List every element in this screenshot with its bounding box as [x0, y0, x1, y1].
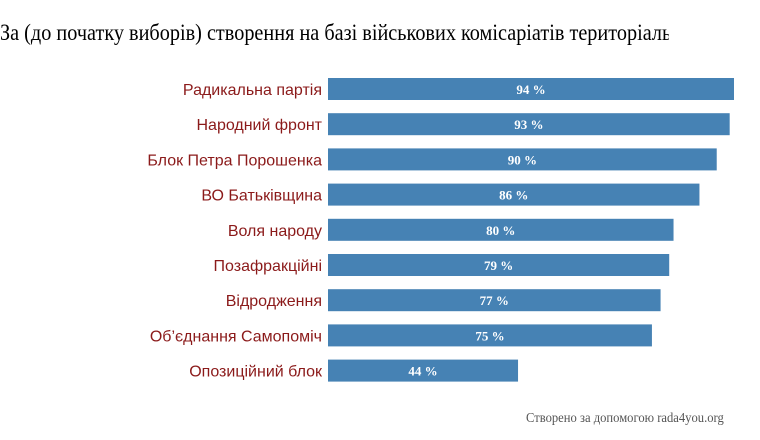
- value-label-3: 90 %: [508, 152, 537, 167]
- category-label-2: Народний фронт: [196, 117, 322, 134]
- value-label-1: 94 %: [516, 82, 545, 97]
- bar-9: [328, 359, 519, 382]
- value-label-8: 75 %: [475, 328, 504, 343]
- bar-4: [328, 183, 700, 206]
- value-label-6: 79 %: [484, 258, 513, 273]
- category-label-8: Об’єднання Самопоміч: [150, 328, 322, 345]
- category-label-4: ВО Батьківщина: [201, 188, 322, 205]
- value-label-2: 93 %: [514, 117, 543, 132]
- category-label-1: Радикальна партія: [183, 82, 322, 99]
- bar-8: [328, 324, 652, 347]
- bar-3: [328, 148, 717, 171]
- value-label-5: 80 %: [486, 223, 515, 238]
- value-label-9: 44 %: [408, 364, 437, 379]
- category-label-5: Воля народу: [228, 223, 322, 240]
- category-label-9: Опозиційний блок: [189, 364, 323, 381]
- bar-6: [328, 254, 670, 276]
- bar-7: [328, 289, 661, 312]
- category-label-6: Позафракційні: [214, 258, 322, 275]
- value-label-7: 77 %: [480, 293, 509, 308]
- category-label-7: Відродження: [226, 293, 322, 310]
- value-label-4: 86 %: [499, 188, 528, 203]
- footer-credit[interactable]: Створено за допомогою rada4you.org: [526, 411, 724, 426]
- category-label-3: Блок Петра Порошенка: [147, 152, 322, 169]
- bar-1: [328, 78, 734, 100]
- bar-2: [328, 113, 730, 136]
- bar-5: [328, 218, 674, 241]
- chart-title: За (до початку виборів) створення на баз…: [0, 20, 669, 45]
